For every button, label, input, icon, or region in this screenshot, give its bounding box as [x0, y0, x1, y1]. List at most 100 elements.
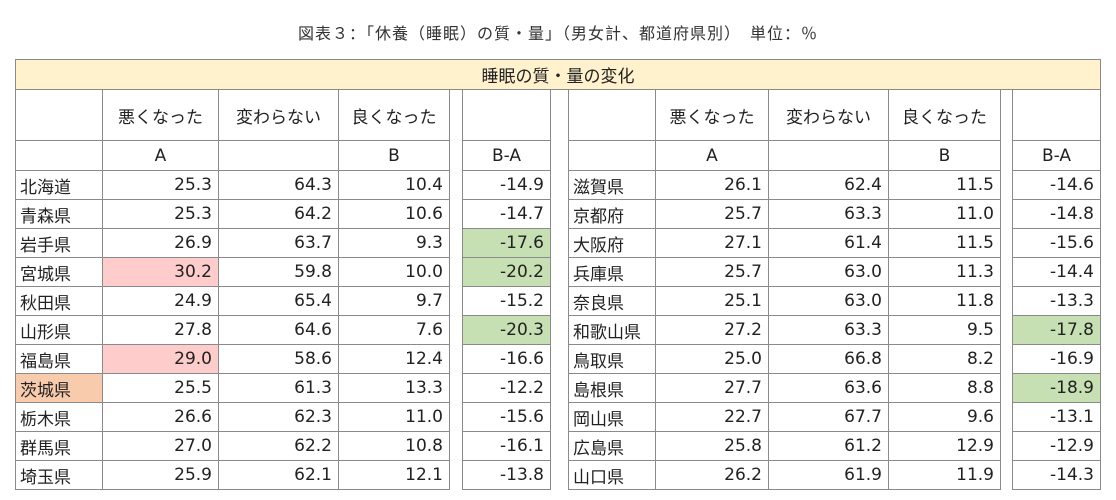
gap — [550, 315, 569, 345]
right-better-value: 9.6 — [888, 402, 1001, 432]
gap — [550, 344, 569, 374]
left-same-value: 64.3 — [218, 170, 339, 200]
left-prefecture-cell: 埼玉県 — [15, 460, 103, 490]
left-prefecture-cell: 北海道 — [15, 170, 103, 200]
gap — [550, 431, 569, 461]
gap — [449, 373, 463, 403]
right-same-value: 63.3 — [768, 199, 889, 229]
right-prefecture-cell: 広島県 — [568, 431, 656, 461]
gap — [449, 344, 463, 374]
gap — [550, 228, 569, 258]
header-row: 悪くなった 変わらない 良くなった 悪くなった 変わらない 良くなった — [15, 89, 1101, 141]
gap — [1000, 199, 1013, 229]
left-same-header: 変わらない — [218, 89, 339, 141]
right-prefecture-cell: 奈良県 — [568, 286, 656, 316]
gap — [550, 257, 569, 287]
table-row: 埼玉県 25.9 62.1 12.1 -13.8 山口県 26.2 61.9 11.9 -14.3 — [15, 460, 1101, 490]
figure-title: 図表３：「休養（睡眠）の質・量」（男女計、都道府県別） 単位：％ — [297, 24, 818, 43]
left-prefecture-cell: 山形県 — [15, 315, 103, 345]
gap — [550, 170, 569, 200]
gap — [1000, 315, 1013, 345]
right-better-value: 11.3 — [888, 257, 1001, 287]
left-same-value: 62.1 — [218, 460, 339, 490]
left-worse-value: 30.2 — [102, 257, 219, 287]
left-prefecture-cell: 群馬県 — [15, 431, 103, 461]
right-prefecture-cell: 京都府 — [568, 199, 656, 229]
left-diff-value: -20.2 — [462, 257, 551, 287]
right-prefecture-cell: 岡山県 — [568, 402, 656, 432]
left-diff-header — [462, 89, 551, 141]
right-prefecture-cell: 山口県 — [568, 460, 656, 490]
table-row: 北海道 25.3 64.3 10.4 -14.9 滋賀県 26.1 62.4 11.5 -14.6 — [15, 170, 1101, 200]
right-same-value: 67.7 — [768, 402, 889, 432]
left-worse-value: 25.9 — [102, 460, 219, 490]
right-worse-value: 25.1 — [655, 286, 769, 316]
right-prefecture-cell: 滋賀県 — [568, 170, 656, 200]
gap — [1000, 431, 1013, 461]
right-diff-value: -14.3 — [1012, 460, 1101, 490]
table-row: 青森県 25.3 64.2 10.6 -14.7 京都府 25.7 63.3 11.0 -14.8 — [15, 199, 1101, 229]
table-row: 栃木県 26.6 62.3 11.0 -15.6 岡山県 22.7 67.7 9.6 -13.1 — [15, 402, 1101, 432]
gap — [550, 140, 569, 171]
gap — [550, 89, 569, 141]
left-better-value: 7.6 — [338, 315, 450, 345]
gap — [449, 228, 463, 258]
gap — [1000, 373, 1013, 403]
right-worse-header: 悪くなった — [655, 89, 769, 141]
left-better-value: 12.1 — [338, 460, 450, 490]
left-worse-value: 25.3 — [102, 170, 219, 200]
left-diff-value: -16.1 — [462, 431, 551, 461]
left-b-label: B — [338, 140, 450, 171]
left-a-label: A — [102, 140, 219, 171]
left-diff-value: -14.9 — [462, 170, 551, 200]
table-row: 山形県 27.8 64.6 7.6 -20.3 和歌山県 27.2 63.3 9.5 -17.8 — [15, 315, 1101, 345]
right-diff-value: -12.9 — [1012, 431, 1101, 461]
gap — [449, 140, 463, 171]
left-diff-value: -16.6 — [462, 344, 551, 374]
left-prefecture-cell: 秋田県 — [15, 286, 103, 316]
gap — [1000, 170, 1013, 200]
left-better-header: 良くなった — [338, 89, 450, 141]
right-worse-value: 25.8 — [655, 431, 769, 461]
left-diff-value: -13.8 — [462, 460, 551, 490]
right-pref-subheader — [568, 140, 656, 171]
right-better-value: 11.0 — [888, 199, 1001, 229]
right-better-value: 11.9 — [888, 460, 1001, 490]
left-diff-value: -15.2 — [462, 286, 551, 316]
right-pref-header — [568, 89, 656, 141]
right-worse-value: 26.1 — [655, 170, 769, 200]
table-row: 秋田県 24.9 65.4 9.7 -15.2 奈良県 25.1 63.0 11.8 -13.3 — [15, 286, 1101, 316]
gap — [449, 286, 463, 316]
left-better-value: 10.6 — [338, 199, 450, 229]
left-prefecture-cell: 栃木県 — [15, 402, 103, 432]
gap — [1000, 286, 1013, 316]
gap — [550, 402, 569, 432]
left-diff-value: -20.3 — [462, 315, 551, 345]
left-diff-value: -14.7 — [462, 199, 551, 229]
right-same-header: 変わらない — [768, 89, 889, 141]
gap — [1000, 344, 1013, 374]
left-better-value: 9.7 — [338, 286, 450, 316]
left-worse-value: 29.0 — [102, 344, 219, 374]
left-prefecture-cell: 宮城県 — [15, 257, 103, 287]
left-same-value: 62.2 — [218, 431, 339, 461]
left-same-value: 59.8 — [218, 257, 339, 287]
right-diff-value: -13.3 — [1012, 286, 1101, 316]
right-better-value: 12.9 — [888, 431, 1001, 461]
left-same-subheader — [218, 140, 339, 171]
table-row: 福島県 29.0 58.6 12.4 -16.6 鳥取県 25.0 66.8 8.2 -16.9 — [15, 344, 1101, 374]
gap — [1000, 460, 1013, 490]
gap — [449, 315, 463, 345]
right-diff-header — [1012, 89, 1101, 141]
left-worse-value: 24.9 — [102, 286, 219, 316]
right-better-value: 11.5 — [888, 170, 1001, 200]
gap — [449, 89, 463, 141]
gap — [449, 460, 463, 490]
left-pref-subheader — [15, 140, 103, 171]
right-better-value: 8.8 — [888, 373, 1001, 403]
right-same-value: 63.0 — [768, 257, 889, 287]
right-a-label: A — [655, 140, 769, 171]
right-prefecture-cell: 和歌山県 — [568, 315, 656, 345]
right-worse-value: 25.7 — [655, 199, 769, 229]
right-same-value: 61.9 — [768, 460, 889, 490]
